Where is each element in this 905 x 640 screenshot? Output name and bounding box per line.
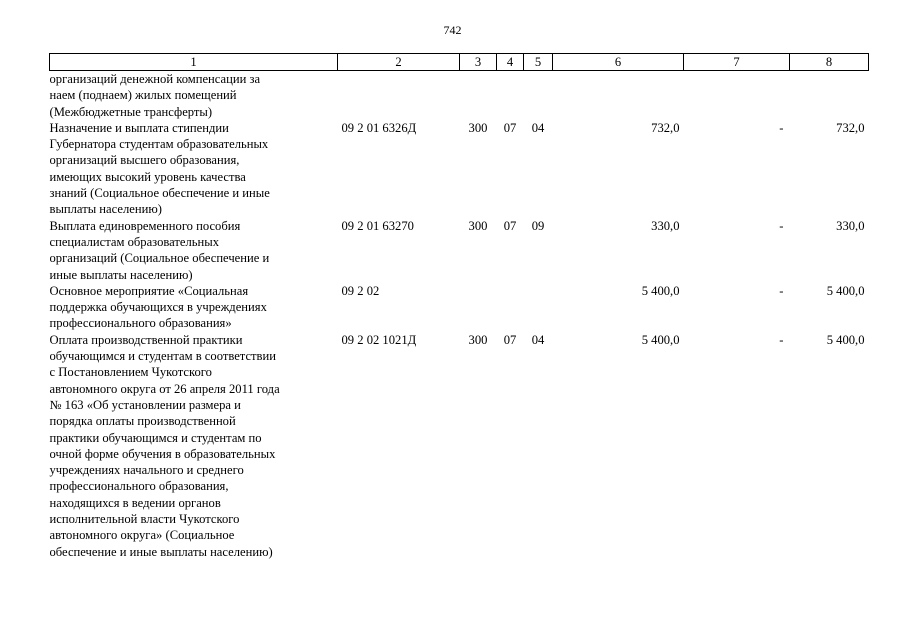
section: 07 [503,218,517,233]
row-description: Основное мероприятие «Социальная поддерж… [50,283,338,332]
description-line: поддержка обучающихся в учреждениях [49,300,267,315]
amount-col6: 732,0 [651,120,680,135]
description-line: автономного округа» (Социальное [49,528,235,543]
description-line: учреждениях начального и среднего [49,463,244,478]
description-line: иные выплаты населению) [49,267,193,282]
description-line: порядка оплаты производственной [49,414,236,429]
target-code: 09 2 02 [341,283,380,298]
table-row: организаций денежной компенсации за наем… [50,71,869,120]
row-description: Выплата единовременного пособия специали… [50,218,338,283]
amount-col6: 330,0 [651,218,680,233]
description-line: № 163 «Об установлении размера и [49,397,241,412]
description-line: (Межбюджетные трансферты) [49,104,213,119]
amount-col8: 5 400,0 [826,283,865,298]
row-description: организаций денежной компенсации за наем… [50,71,338,120]
column-header-3: 3 [459,53,497,71]
target-code: 09 2 01 6326Д [341,120,417,135]
table-row: Выплата единовременного пособия специали… [50,218,869,283]
description-line: выплаты населению) [49,202,162,217]
description-line: очной форме обучения в образовательных [49,446,276,461]
description-line: с Постановлением Чукотского [49,365,212,380]
column-header-8: 8 [789,53,869,71]
column-number-header-row: 1 2 3 4 5 6 7 8 [49,53,869,71]
subsection: 09 [531,218,545,233]
section: 07 [503,120,517,135]
amount-col6: 5 400,0 [641,283,680,298]
column-header-1: 1 [49,53,338,71]
page-number: 742 [443,23,462,37]
description-line: организаций высшего образования, [49,153,240,168]
amount-col8: 5 400,0 [826,332,865,347]
amount-col6 [553,71,684,120]
expense-type [460,71,497,120]
subsection: 04 [531,332,545,347]
amount-col7 [684,71,790,120]
column-header-7: 7 [683,53,790,71]
amount-col7: - [779,218,784,233]
section [497,283,524,332]
amount-col8: 330,0 [836,218,865,233]
description-line: находящихся в ведении органов [49,495,221,510]
description-line: автономного округа от 26 апреля 2011 год… [49,381,280,396]
table-row: Основное мероприятие «Социальная поддерж… [50,283,869,332]
target-code: 09 2 01 63270 [341,218,414,233]
expense-type: 300 [468,332,488,347]
description-line: знаний (Социальное обеспечение и иные [49,186,270,201]
column-header-6: 6 [552,53,684,71]
amount-col7: - [779,283,784,298]
description-line: профессионального образования, [49,479,229,494]
description-line: исполнительной власти Чукотского [49,512,240,527]
budget-table: 1 2 3 4 5 6 7 8 организаций денежной ком… [49,53,869,560]
row-description: Оплата производственной практики обучающ… [50,332,338,560]
description-line: Основное мероприятие «Социальная [49,283,249,298]
amount-col7: - [779,120,784,135]
expense-type: 300 [468,218,488,233]
expense-type: 300 [468,120,488,135]
target-code: 09 2 02 1021Д [341,332,417,347]
row-description: Назначение и выплата стипендии Губернато… [50,120,338,218]
section [497,71,524,120]
subsection [524,283,553,332]
description-line: наем (поднаем) жилых помещений [49,88,237,103]
column-header-5: 5 [523,53,553,71]
description-line: практики обучающимся и студентам по [49,430,262,445]
amount-col8 [790,71,869,120]
amount-col8: 732,0 [836,120,865,135]
subsection [524,71,553,120]
amount-col7: - [779,332,784,347]
expense-type [460,283,497,332]
description-line: Выплата единовременного пособия [49,218,241,233]
subsection: 04 [531,120,545,135]
description-line: профессионального образования» [49,316,232,331]
description-line: Губернатора студентам образовательных [49,137,269,152]
column-header-2: 2 [337,53,460,71]
description-line: организаций (Социальное обеспечение и [49,251,270,266]
description-line: имеющих высокий уровень качества [49,169,246,184]
description-line: Оплата производственной практики [49,332,243,347]
amount-col6: 5 400,0 [641,332,680,347]
description-line: организаций денежной компенсации за [49,72,261,86]
table-row: Оплата производственной практики обучающ… [50,332,869,560]
description-line: специалистам образовательных [49,234,220,249]
column-header-4: 4 [496,53,524,71]
target-code [338,71,460,120]
table-row: Назначение и выплата стипендии Губернато… [50,120,869,218]
description-line: Назначение и выплата стипендии [49,120,229,135]
section: 07 [503,332,517,347]
description-line: обеспечение и иные выплаты населению) [49,544,273,559]
description-line: обучающимся и студентам в соответствии [49,349,276,364]
